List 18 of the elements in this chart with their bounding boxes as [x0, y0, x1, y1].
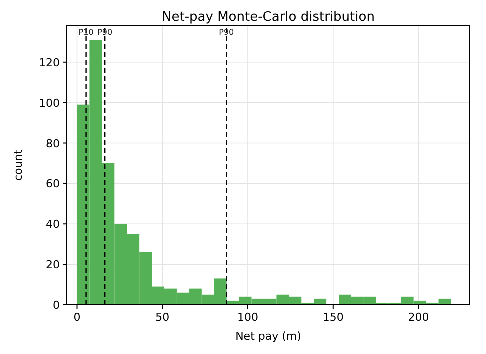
- x-axis-title: Net pay (m): [236, 330, 302, 343]
- x-tick-label: 150: [322, 311, 344, 324]
- x-tick-label: 50: [156, 311, 170, 324]
- y-tick-label: 100: [39, 96, 60, 110]
- y-tick-label: 20: [46, 258, 60, 272]
- y-tick-label: 40: [46, 218, 60, 232]
- y-tick-label: 0: [53, 299, 60, 312]
- ref-line-label: P90: [98, 28, 113, 37]
- ref-line-label: P90: [219, 28, 234, 37]
- y-tick-label: 120: [39, 56, 60, 70]
- x-tick-label: 100: [238, 311, 259, 324]
- x-tick-label: 200: [408, 311, 430, 324]
- y-axis-title: count: [12, 149, 25, 182]
- y-tick-label: 60: [46, 178, 60, 191]
- chart-title: Net-pay Monte-Carlo distribution: [162, 10, 375, 25]
- ref-line-label: P10: [78, 28, 94, 37]
- y-tick-label: 80: [46, 137, 60, 150]
- x-tick-label: 0: [74, 311, 81, 324]
